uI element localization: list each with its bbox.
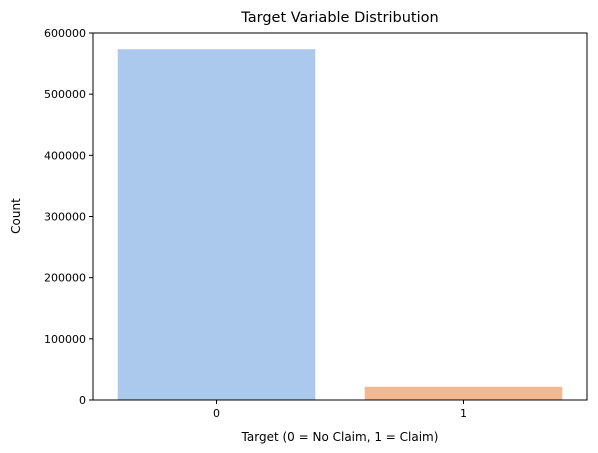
x-axis-label: Target (0 = No Claim, 1 = Claim)	[241, 430, 439, 444]
bar-1	[364, 386, 563, 400]
y-tick-label: 0	[79, 394, 86, 407]
x-tick-label: 1	[460, 407, 467, 420]
bar-0	[117, 49, 316, 401]
y-tick-label: 400000	[44, 149, 86, 162]
y-tick-label: 100000	[44, 333, 86, 346]
x-tick-label: 0	[213, 407, 220, 420]
y-tick-label: 200000	[44, 272, 86, 285]
y-tick-label: 600000	[44, 27, 86, 40]
y-tick-label: 500000	[44, 88, 86, 101]
chart-title: Target Variable Distribution	[240, 10, 438, 26]
y-tick-label: 300000	[44, 211, 86, 224]
y-axis-label: Count	[9, 198, 23, 234]
